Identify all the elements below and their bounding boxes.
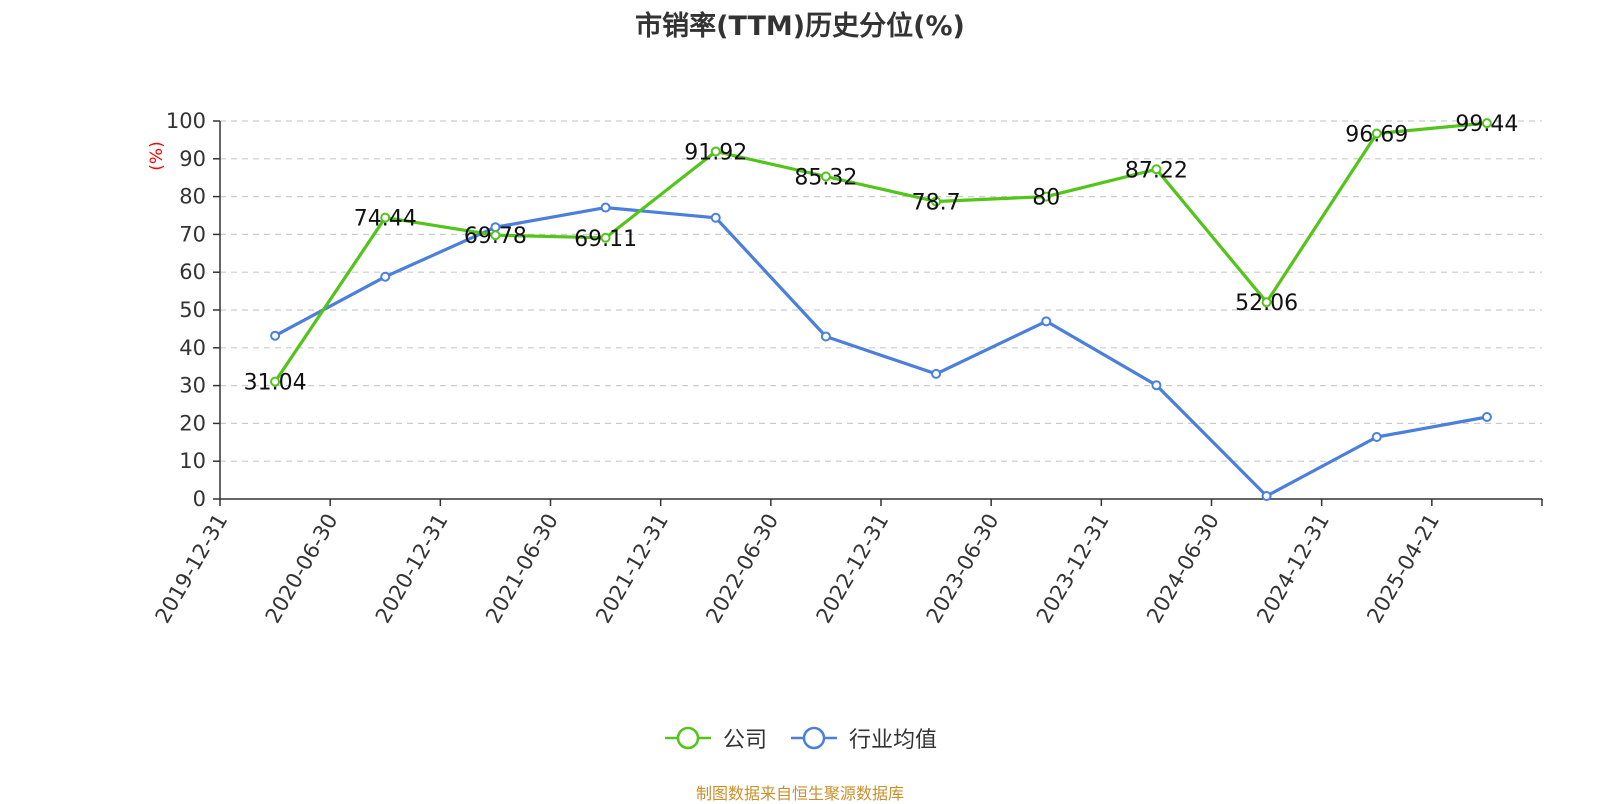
data-point-company xyxy=(931,196,942,207)
x-tick-label: 2021-12-31 xyxy=(591,510,673,628)
data-label-company: 69.78 xyxy=(464,224,527,249)
x-tick-label: 2024-06-30 xyxy=(1142,510,1224,628)
y-tick-label: 80 xyxy=(179,185,206,209)
data-label-company: 85.32 xyxy=(794,165,857,190)
legend-item-industry[interactable]: 行业均值 xyxy=(789,722,937,754)
series-line-industry xyxy=(274,206,1488,498)
x-tick-label: 2022-12-31 xyxy=(812,510,894,628)
x-tick-label: 2024-12-31 xyxy=(1252,510,1334,628)
chart-legend: 公司 行业均值 xyxy=(0,722,1600,754)
data-point-company xyxy=(270,376,281,387)
y-tick-label: 70 xyxy=(179,222,206,246)
data-label-company: 99.44 xyxy=(1455,112,1518,137)
source-note: 制图数据来自恒生聚源数据库 xyxy=(695,784,904,803)
data-point-company xyxy=(1151,164,1162,175)
y-tick-label: 100 xyxy=(166,109,206,133)
data-point-company xyxy=(600,232,611,243)
data-label-company: 96.69 xyxy=(1345,123,1408,148)
data-label-company: 91.92 xyxy=(684,141,747,166)
legend-industry-marker-icon xyxy=(791,726,837,750)
data-labels: 31.04 74.44 69.78 69.11 91.92 85.32 78.7 80 87.2… xyxy=(244,112,1519,396)
x-tick-label: 2021-06-30 xyxy=(481,510,563,628)
y-tick-label: 50 xyxy=(179,298,206,322)
legend-item-company[interactable]: 公司 xyxy=(663,722,767,754)
legend-company-marker-icon xyxy=(664,726,711,750)
data-label-company: 31.04 xyxy=(244,371,307,396)
data-point-industry xyxy=(270,330,281,341)
data-point-company xyxy=(380,212,391,223)
data-point-industry xyxy=(820,331,831,342)
x-tick-label: 2023-06-30 xyxy=(922,510,1004,628)
data-point-company xyxy=(1371,128,1382,139)
x-tick-label: 2025-04-21 xyxy=(1362,510,1444,628)
y-tick-label: 60 xyxy=(179,260,206,284)
series-line-company xyxy=(273,121,1488,383)
data-label-company: 87.22 xyxy=(1125,158,1188,183)
x-tick-label: 2023-12-31 xyxy=(1032,510,1114,628)
x-tick-label: 2020-06-30 xyxy=(261,510,343,628)
data-label-company: 78.7 xyxy=(912,191,961,216)
x-tick-label: 2022-06-30 xyxy=(701,510,783,628)
data-point-industry xyxy=(1261,490,1272,501)
legend-label-industry: 行业均值 xyxy=(849,728,938,753)
data-point-industry xyxy=(1371,432,1382,443)
data-point-industry xyxy=(1041,316,1052,327)
data-label-company: 74.44 xyxy=(354,207,417,232)
data-point-company xyxy=(710,146,721,157)
data-point-company xyxy=(490,230,501,241)
data-label-company: 80 xyxy=(1032,186,1060,211)
y-tick-label: 30 xyxy=(179,374,206,398)
legend-label-company: 公司 xyxy=(722,728,767,753)
data-point-industry xyxy=(710,212,721,223)
y-tick-label: 40 xyxy=(179,336,206,360)
x-tick-label: 2020-12-31 xyxy=(371,510,453,628)
grid-lines xyxy=(220,120,1542,462)
data-point-industry xyxy=(380,271,391,282)
data-point-company xyxy=(1481,118,1492,129)
data-point-company xyxy=(1261,297,1272,308)
data-point-company xyxy=(1041,191,1052,202)
y-axis-label: (%) xyxy=(147,141,167,170)
data-point-industry xyxy=(600,202,611,213)
data-point-company xyxy=(820,171,831,182)
data-point-industry xyxy=(931,368,942,379)
y-tick-label: 10 xyxy=(179,449,206,473)
data-label-company: 69.11 xyxy=(574,227,637,252)
data-point-industry xyxy=(1151,380,1162,391)
series-lines xyxy=(270,118,1492,501)
y-tick-label: 20 xyxy=(179,411,206,435)
data-point-industry xyxy=(1481,411,1492,422)
y-tick-label: 90 xyxy=(179,147,206,171)
x-tick-label: 2019-12-31 xyxy=(151,510,233,628)
chart-title: 市销率(TTM)历史分位(%) xyxy=(635,11,965,42)
y-tick-label: 0 xyxy=(193,487,206,511)
data-label-company: 52.06 xyxy=(1235,291,1298,316)
